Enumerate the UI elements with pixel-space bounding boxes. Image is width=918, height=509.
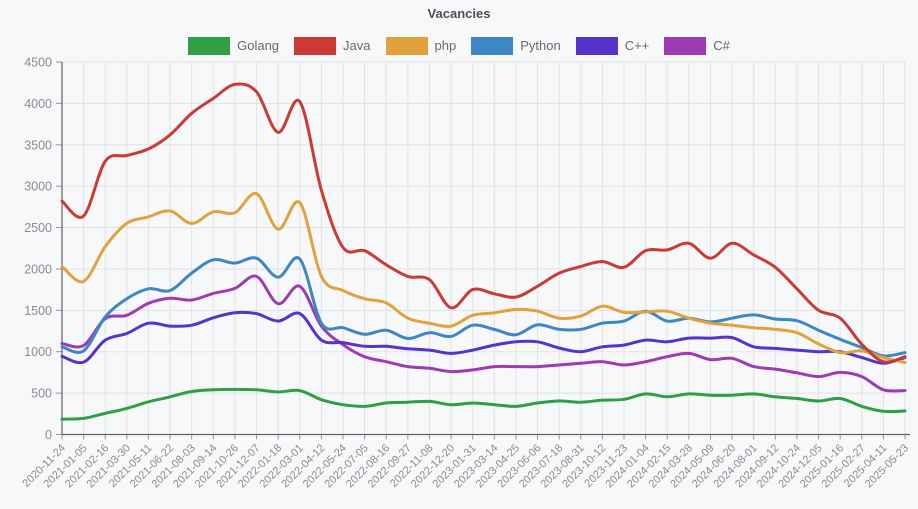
series-line-golang[interactable] [60, 387, 907, 421]
legend-label: php [434, 38, 457, 53]
legend-color-swatch [294, 37, 337, 55]
y-tick-label: 4000 [24, 97, 52, 111]
y-tick-label: 3000 [24, 180, 52, 194]
y-tick-label: 3500 [24, 138, 52, 152]
legend-item-c[interactable]: C# [664, 37, 730, 55]
legend-item-python[interactable]: Python [471, 37, 561, 55]
legend-color-swatch [471, 37, 514, 55]
y-tick-label: 500 [31, 387, 52, 401]
series-line-c[interactable] [60, 310, 907, 365]
series-line-python[interactable] [60, 256, 907, 358]
legend-label: Java [343, 38, 371, 53]
series-line-c[interactable] [60, 274, 907, 393]
y-tick-label: 4500 [24, 56, 52, 70]
legend-item-java[interactable]: Java [294, 37, 371, 55]
y-tick-label: 2000 [24, 262, 52, 276]
legend-item-c[interactable]: C++ [575, 37, 650, 55]
chart-title: Vacancies [427, 6, 491, 21]
legend-label: Golang [237, 38, 280, 53]
series-line-java[interactable] [60, 82, 907, 364]
y-tick-label: 2500 [24, 221, 52, 235]
legend-item-php[interactable]: php [385, 37, 457, 55]
y-tick-label: 0 [45, 428, 52, 442]
legend-label: C# [713, 38, 730, 53]
y-tick-label: 1500 [24, 304, 52, 318]
legend-label: Python [520, 38, 561, 53]
y-tick-label: 1000 [24, 345, 52, 359]
legend: Golang Java php Python C++ C# [0, 36, 918, 56]
legend-color-swatch [385, 37, 428, 55]
legend-color-swatch [575, 37, 618, 55]
legend-item-golang[interactable]: Golang [188, 37, 279, 55]
legend-label: C++ [624, 38, 650, 53]
legend-color-swatch [664, 37, 707, 55]
legend-color-swatch [188, 37, 231, 55]
series-line-php[interactable] [60, 192, 907, 364]
